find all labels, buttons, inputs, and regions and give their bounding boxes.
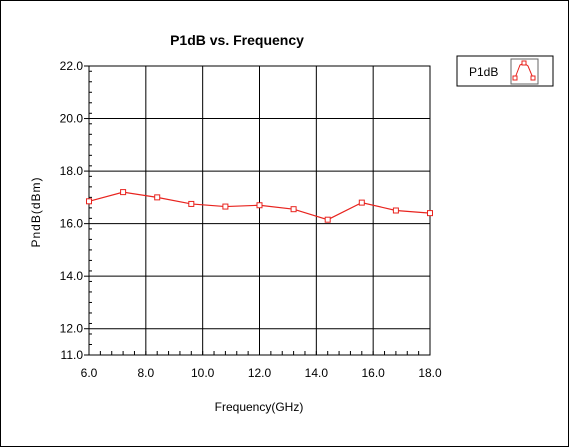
y-axis-label: PndB(dBm) [29,176,43,247]
y-tick-label: 11.0 [61,348,84,362]
data-point [188,200,195,207]
x-tick-label: 18.0 [418,366,442,380]
y-tick-label: 14.0 [60,269,84,283]
x-tick-label: 14.0 [305,366,329,380]
y-tick-label: 22.0 [60,59,84,73]
data-point [86,198,92,205]
legend-series-label: P1dB [469,65,498,79]
data-point [154,194,161,201]
x-tick-label: 16.0 [361,366,385,380]
minor-ticks [84,65,431,356]
y-tick-label: 18.0 [60,164,84,178]
legend-line-swatch [510,58,539,85]
data-point [256,202,263,209]
y-tick-label: 12.0 [60,322,84,336]
x-tick-label: 10.0 [191,366,215,380]
legend: P1dB [456,55,554,87]
grid [88,65,431,356]
data-point [324,216,331,223]
data-point [222,203,229,210]
data-point [427,210,433,217]
data-point [358,199,365,206]
data-point [120,189,127,196]
x-tick-label: 12.0 [248,366,272,380]
data-point [290,206,297,213]
x-axis-label: Frequency(GHz) [215,400,304,414]
tick-labels: 6.0 8.0 10.0 12.0 14.0 16.0 18.0 11.0 12.0 14.0 16… [60,59,442,380]
data-point [392,207,399,214]
y-tick-label: 20.0 [60,112,84,126]
x-tick-label: 8.0 [137,366,154,380]
y-tick-label: 16.0 [60,217,84,231]
series-layer [86,189,433,223]
x-tick-label: 6.0 [81,366,98,380]
chart-title: P1dB vs. Frequency [170,32,304,48]
